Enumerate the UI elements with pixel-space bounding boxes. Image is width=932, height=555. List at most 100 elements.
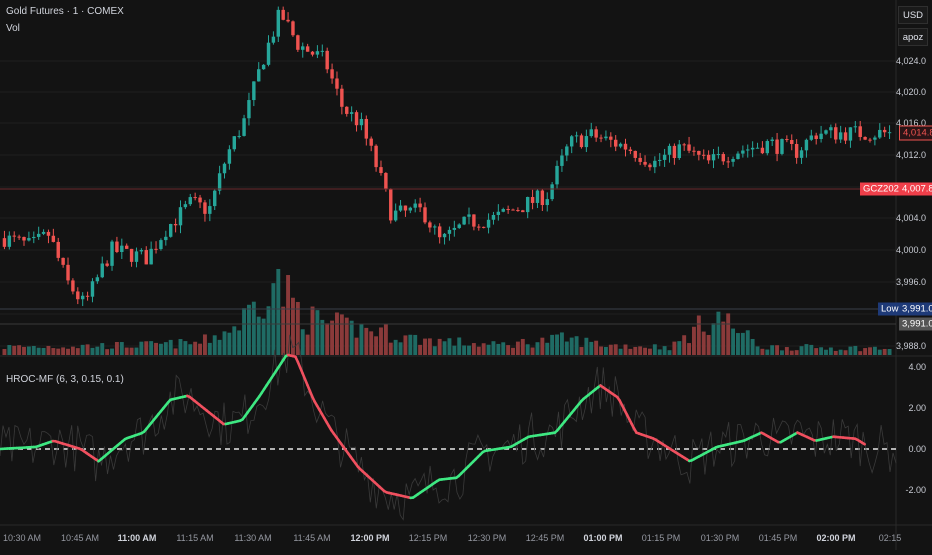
- volume-bar: [746, 330, 750, 355]
- volume-bar: [66, 349, 70, 355]
- candle-body: [184, 204, 187, 207]
- candle-body: [790, 140, 793, 144]
- volume-bar: [526, 344, 530, 355]
- volume-bar: [819, 347, 823, 355]
- volume-bar: [384, 324, 388, 355]
- candle-body: [237, 136, 240, 137]
- price-axis[interactable]: 4,024.0 4,020.0 4,016.0 4,012.0 4,004.0 …: [896, 0, 932, 525]
- volume-bar: [824, 350, 828, 355]
- oscillator-segment: [862, 443, 864, 444]
- candle-body: [355, 112, 358, 125]
- volume-bar: [105, 349, 109, 355]
- volume-bar: [628, 349, 632, 355]
- volume-bar: [47, 346, 51, 355]
- time-tick: 12:30 PM: [468, 533, 507, 543]
- candle-body: [154, 249, 157, 250]
- volume-bar: [756, 346, 760, 355]
- candle-body: [585, 136, 588, 147]
- candle-body: [345, 107, 348, 114]
- candle-body: [868, 140, 871, 141]
- candle-body: [536, 191, 539, 203]
- candle-body: [619, 144, 622, 147]
- volume-bar: [536, 342, 540, 355]
- volume-bar: [252, 302, 256, 355]
- candle-body: [873, 138, 876, 140]
- volume-bar: [281, 307, 285, 355]
- volume-bar: [516, 342, 520, 355]
- candle-body: [37, 234, 40, 237]
- candle-body: [609, 137, 612, 140]
- candle-body: [233, 136, 236, 149]
- volume-bar: [325, 323, 329, 355]
- volume-bar: [120, 342, 124, 355]
- candle-body: [301, 46, 304, 49]
- candle-body: [179, 207, 182, 225]
- candle-body: [859, 126, 862, 137]
- volume-bar: [726, 313, 730, 355]
- volume-bar: [208, 343, 212, 355]
- candle-body: [854, 126, 857, 127]
- indicator-label[interactable]: HROC-MF (6, 3, 0.15, 0.1): [6, 374, 124, 385]
- volume-bar: [614, 344, 618, 355]
- candle-body: [286, 20, 289, 22]
- symbol-title[interactable]: Gold Futures · 1 · COMEX: [6, 6, 124, 17]
- candle-body: [638, 158, 641, 162]
- volume-bar: [580, 347, 584, 355]
- volume-bar: [511, 348, 515, 355]
- volume-bar: [267, 306, 271, 355]
- volume-bar: [115, 342, 119, 355]
- volume-bar: [27, 347, 31, 355]
- volume-bar: [159, 344, 163, 355]
- candle-body: [751, 148, 754, 150]
- candle-body: [13, 236, 16, 237]
- price-level-lines: [0, 189, 896, 324]
- candle-body: [722, 154, 725, 161]
- candle-body: [756, 148, 759, 149]
- candle-body: [340, 89, 343, 107]
- candle-body: [506, 209, 509, 210]
- candle-body: [360, 119, 363, 125]
- candle-body: [47, 232, 50, 236]
- candle-body: [81, 296, 84, 299]
- candle-body: [594, 129, 597, 137]
- time-tick: 11:30 AM: [234, 533, 271, 543]
- contract-price-tag: 4,007.8: [899, 183, 932, 196]
- volume-bar: [218, 340, 222, 355]
- candle-body: [330, 69, 333, 78]
- candle-body: [42, 232, 45, 234]
- candle-body: [296, 35, 299, 50]
- volume-bar: [765, 350, 769, 355]
- volume-bar: [364, 328, 368, 355]
- candle-body: [477, 227, 480, 228]
- volume-bar: [203, 334, 207, 355]
- candle-body: [3, 238, 6, 247]
- candle-body: [335, 79, 338, 89]
- candle-body: [350, 112, 353, 114]
- volume-bar: [452, 346, 456, 355]
- volume-bar: [149, 341, 153, 355]
- candle-body: [140, 250, 143, 251]
- candle-body: [819, 134, 822, 139]
- volume-bar: [86, 344, 90, 355]
- volume-bar: [51, 348, 55, 355]
- candle-body: [761, 148, 764, 153]
- candle-body: [213, 191, 216, 206]
- candle-body: [120, 246, 123, 252]
- candle-body: [189, 197, 192, 204]
- candle-body: [492, 215, 495, 220]
- candle-body: [252, 81, 255, 100]
- candle-body: [325, 51, 328, 69]
- indicator-tick: 4.00: [908, 362, 926, 372]
- candle-body: [785, 139, 788, 140]
- volume-bar: [32, 346, 36, 355]
- candle-body: [570, 136, 573, 146]
- volume-label[interactable]: Vol: [6, 23, 20, 34]
- volume-bar: [858, 351, 862, 355]
- volume-bar: [594, 341, 598, 355]
- candle-body: [394, 211, 397, 221]
- candle-body: [404, 206, 407, 211]
- candle-body: [526, 197, 529, 212]
- candle-body: [418, 204, 421, 208]
